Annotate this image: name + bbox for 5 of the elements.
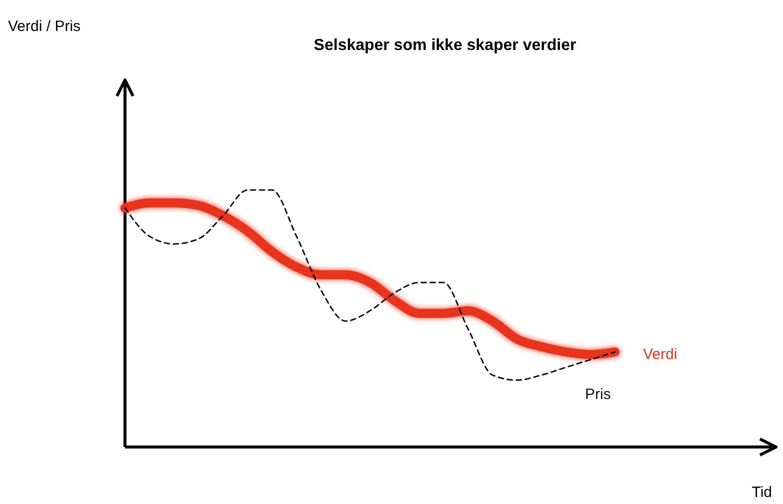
series-label: Verdi (643, 346, 678, 363)
series-label: Pris (585, 386, 611, 403)
text: Tid (752, 484, 772, 501)
text: Verdi / Pris (8, 18, 81, 35)
chart-title: Selskaper som ikke skaper verdier (314, 37, 576, 54)
